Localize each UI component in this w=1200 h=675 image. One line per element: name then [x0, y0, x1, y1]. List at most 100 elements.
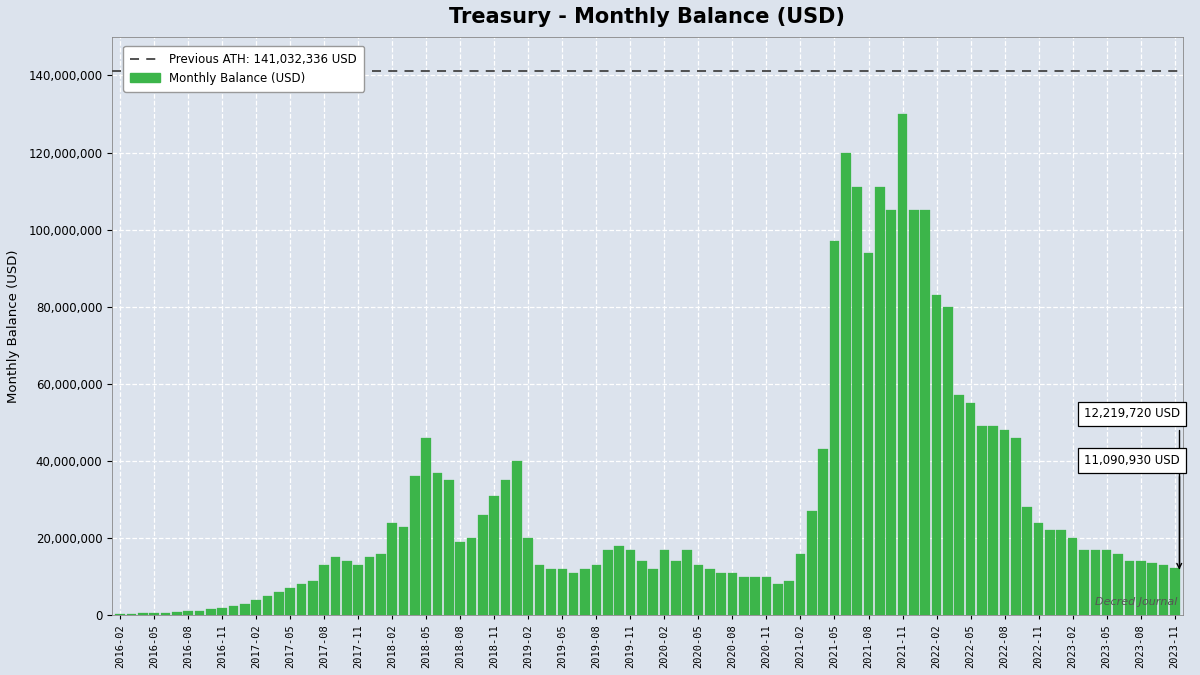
Bar [172, 612, 181, 616]
Bar [398, 526, 408, 616]
Bar [546, 569, 556, 616]
Bar [716, 573, 726, 616]
Bar [920, 211, 930, 616]
Bar [184, 612, 193, 616]
Bar [535, 565, 545, 616]
Bar [194, 611, 204, 616]
Bar [376, 554, 385, 616]
Bar [456, 542, 466, 616]
Bar [558, 569, 568, 616]
Title: Treasury - Monthly Balance (USD): Treasury - Monthly Balance (USD) [450, 7, 845, 27]
Bar [648, 569, 658, 616]
Bar [739, 576, 749, 616]
Bar [580, 569, 590, 616]
Bar [683, 549, 692, 616]
Bar [229, 605, 239, 616]
Bar [818, 450, 828, 616]
Bar [1034, 522, 1044, 616]
Bar [331, 558, 341, 616]
Bar [149, 613, 158, 616]
Bar [671, 562, 680, 616]
Bar [1068, 538, 1078, 616]
Bar [910, 211, 919, 616]
Bar [161, 613, 170, 616]
Bar [943, 306, 953, 616]
Bar [864, 252, 874, 616]
Bar [217, 608, 227, 616]
Bar [806, 511, 817, 616]
Bar [251, 600, 260, 616]
Bar [388, 522, 397, 616]
Bar [966, 403, 976, 616]
Bar [206, 610, 216, 616]
Bar [1136, 562, 1146, 616]
Bar [592, 565, 601, 616]
Bar [694, 565, 703, 616]
Bar [410, 477, 420, 616]
Bar [296, 585, 306, 616]
Text: 12,219,720 USD: 12,219,720 USD [1084, 408, 1180, 566]
Bar [1158, 565, 1168, 616]
Bar [1124, 562, 1134, 616]
Bar [898, 114, 907, 616]
Bar [977, 427, 986, 616]
Bar [523, 538, 533, 616]
Text: Decred Journal: Decred Journal [1094, 597, 1177, 607]
Bar [614, 546, 624, 616]
Bar [365, 558, 374, 616]
Bar [1022, 508, 1032, 616]
Text: 11,090,930 USD: 11,090,930 USD [1084, 454, 1182, 568]
Bar [1114, 554, 1123, 616]
Bar [115, 614, 125, 616]
Bar [625, 549, 635, 616]
Bar [931, 295, 941, 616]
Bar [773, 585, 782, 616]
Bar [1012, 438, 1021, 616]
Bar [704, 569, 714, 616]
Bar [1079, 549, 1088, 616]
Bar [954, 396, 964, 616]
Bar [126, 614, 137, 616]
Bar [785, 580, 794, 616]
Bar [569, 573, 578, 616]
Bar [286, 589, 295, 616]
Bar [1000, 430, 1009, 616]
Y-axis label: Monthly Balance (USD): Monthly Balance (USD) [7, 249, 20, 403]
Bar [637, 562, 647, 616]
Bar [989, 427, 998, 616]
Bar [727, 573, 737, 616]
Bar [263, 596, 272, 616]
Bar [467, 538, 476, 616]
Bar [1147, 563, 1157, 616]
Bar [602, 549, 612, 616]
Bar [1045, 531, 1055, 616]
Bar [512, 461, 522, 616]
Bar [240, 603, 250, 616]
Bar [887, 211, 896, 616]
Bar [274, 592, 283, 616]
Bar [421, 438, 431, 616]
Bar [433, 472, 443, 616]
Bar [796, 554, 805, 616]
Bar [319, 565, 329, 616]
Bar [500, 481, 510, 616]
Bar [1170, 568, 1180, 616]
Bar [829, 241, 839, 616]
Bar [478, 515, 487, 616]
Bar [841, 153, 851, 616]
Bar [762, 576, 772, 616]
Bar [852, 187, 862, 616]
Bar [353, 565, 364, 616]
Bar [444, 481, 454, 616]
Bar [875, 187, 884, 616]
Bar [138, 614, 148, 616]
Bar [308, 580, 318, 616]
Bar [342, 562, 352, 616]
Bar [1102, 549, 1111, 616]
Bar [750, 576, 760, 616]
Legend: Previous ATH: 141,032,336 USD, Monthly Balance (USD): Previous ATH: 141,032,336 USD, Monthly B… [124, 46, 365, 92]
Bar [1056, 531, 1066, 616]
Bar [490, 495, 499, 616]
Bar [1091, 549, 1100, 616]
Bar [660, 549, 670, 616]
